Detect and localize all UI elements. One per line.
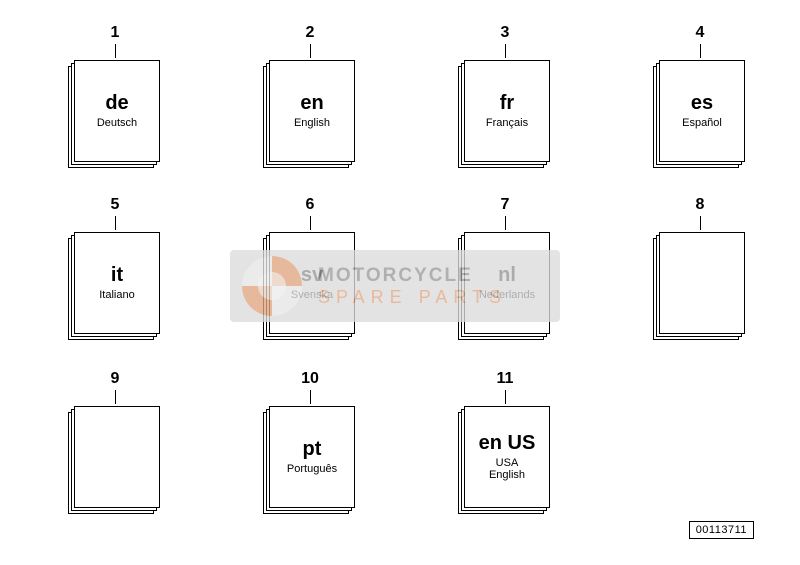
language-code: pt [303,439,322,459]
leader-line [700,44,701,58]
item-number: 7 [450,196,560,214]
language-name: Español [682,117,722,129]
manual-book-icon: nl Nederlands [458,232,550,342]
language-name: Deutsch [97,117,137,129]
language-code: nl [498,265,516,285]
leader-line [505,390,506,404]
manual-cell: 8 [645,196,755,352]
leader-line [115,390,116,404]
language-name: Nederlands [479,289,535,301]
item-number: 8 [645,196,755,214]
manual-cell: 7 nl Nederlands [450,196,560,352]
language-code: de [105,93,128,113]
language-name: Italiano [99,289,134,301]
item-number: 6 [255,196,365,214]
language-code: sv [301,265,323,285]
item-number: 10 [255,370,365,388]
language-name: Svenska [291,289,333,301]
item-number: 5 [60,196,170,214]
leader-line [310,216,311,230]
language-name: Português [287,463,337,475]
manual-cell: 1 de Deutsch [60,24,170,180]
manual-book-icon: de Deutsch [68,60,160,170]
part-number: 00113711 [689,521,754,539]
leader-line [700,216,701,230]
language-name: USA English [489,457,525,481]
manual-cell: 5 it Italiano [60,196,170,352]
manual-cell: 10 pt Português [255,370,365,526]
leader-line [505,44,506,58]
language-code: fr [500,93,514,113]
book-cover: de Deutsch [74,60,160,162]
book-cover: sv Svenska [269,232,355,334]
manual-cell: 11 en US USA English [450,370,560,526]
item-number: 4 [645,24,755,42]
manual-cell: 6 sv Svenska [255,196,365,352]
language-name: Français [486,117,528,129]
manual-book-icon: en English [263,60,355,170]
manual-cell: 3 fr Français [450,24,560,180]
language-code: en [300,93,323,113]
book-cover: en US USA English [464,406,550,508]
book-cover [659,232,745,334]
leader-line [310,44,311,58]
manual-cell: 2 en English [255,24,365,180]
book-cover: fr Français [464,60,550,162]
manual-book-icon [653,232,745,342]
book-cover: nl Nederlands [464,232,550,334]
manual-book-icon: en US USA English [458,406,550,516]
leader-line [115,44,116,58]
manual-cell: 4 es Español [645,24,755,180]
language-code: es [691,93,713,113]
language-code: en US [479,433,536,453]
leader-line [505,216,506,230]
leader-line [115,216,116,230]
book-cover: pt Português [269,406,355,508]
item-number: 9 [60,370,170,388]
item-number: 2 [255,24,365,42]
item-number: 1 [60,24,170,42]
manual-book-icon: it Italiano [68,232,160,342]
manual-book-icon: fr Français [458,60,550,170]
book-cover: en English [269,60,355,162]
manual-cell: 9 [60,370,170,526]
book-cover: es Español [659,60,745,162]
language-name: English [294,117,330,129]
item-number: 3 [450,24,560,42]
manual-book-icon: es Español [653,60,745,170]
book-cover [74,406,160,508]
leader-line [310,390,311,404]
manual-book-icon: sv Svenska [263,232,355,342]
language-code: it [111,265,123,285]
manual-book-icon [68,406,160,516]
manual-book-icon: pt Português [263,406,355,516]
book-cover: it Italiano [74,232,160,334]
item-number: 11 [450,370,560,388]
